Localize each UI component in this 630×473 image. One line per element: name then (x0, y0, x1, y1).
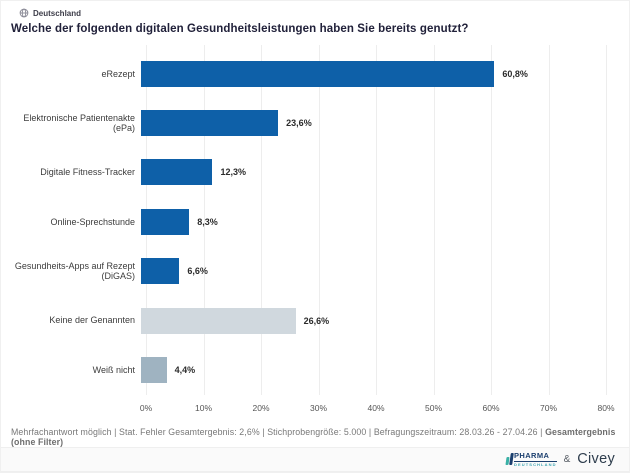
bar-track: 26,6% (141, 307, 606, 334)
x-axis-tick-label: 50% (424, 402, 443, 413)
chart-plot-area: eRezept 60,8% Elektronische Patientenakte … (11, 45, 607, 395)
bar-track: 8,3% (141, 208, 606, 235)
bar-value-label: 60,8% (502, 68, 528, 79)
globe-icon (19, 8, 29, 18)
x-axis-tick-label: 60% (482, 402, 500, 413)
bar-value-label: 23,6% (286, 118, 312, 129)
x-axis-tick-label: 30% (309, 402, 328, 413)
bar-row: Online-Sprechstunde 8,3% (11, 197, 606, 246)
category-label: Digitale Fitness-Tracker (40, 167, 135, 178)
bar-row: Elektronische Patientenakte (ePa) 23,6% (11, 98, 606, 147)
bar[interactable]: 12,3% (141, 159, 246, 186)
question-title: Welche der folgenden digitalen Gesundhei… (11, 23, 469, 35)
pharma-logo-name: PHARMA (514, 452, 557, 462)
bar-value-label: 8,3% (197, 216, 218, 227)
pharma-logo-subtitle: DEUTSCHLAND (514, 461, 557, 467)
gridline (261, 45, 262, 395)
gridline (203, 45, 205, 395)
civey-logo[interactable]: Civey (577, 451, 615, 468)
bar-value-label: 12,3% (220, 167, 247, 178)
x-axis-tick-label: 40% (367, 402, 385, 413)
gridline (318, 45, 320, 395)
category-label: eRezept (101, 68, 135, 79)
header: Deutschland Welche der folgenden digital… (1, 1, 629, 36)
x-axis-tick-label: 70% (539, 402, 558, 413)
bar-row: eRezept 60,8% (11, 49, 606, 98)
bar-row: Digitale Fitness-Tracker 12,3% (11, 148, 606, 197)
bar-row: Gesundheits-Apps auf Rezept (DiGAS) 6,6% (11, 247, 606, 296)
pharma-logo-icon (505, 453, 513, 466)
gridline (491, 45, 492, 395)
bar[interactable]: 8,3% (141, 208, 218, 235)
category-label: Elektronische Patientenakte (ePa) (23, 112, 135, 134)
gridline (548, 45, 550, 395)
methodology-note-bold: Gesamtergebnis (ohne Filter) (11, 426, 616, 447)
x-axis-tick-label: 10% (194, 402, 213, 413)
bar-value-label: 26,6% (303, 315, 330, 326)
x-axis-tick-label: 80% (597, 402, 615, 413)
pharma-deutschland-logo[interactable]: PHARMA DEUTSCHLAND (505, 452, 557, 467)
brand-strip: PHARMA DEUTSCHLAND & Civey (1, 446, 629, 472)
methodology-note-text: Mehrfachantwort möglich | Stat. Fehler G… (11, 426, 546, 437)
category-label: Gesundheits-Apps auf Rezept (DiGAS) (14, 260, 135, 282)
bar[interactable]: 26,6% (141, 307, 329, 334)
logo-separator: & (563, 453, 571, 465)
gridline (606, 45, 607, 395)
bar-track: 4,4% (141, 357, 606, 384)
bar[interactable]: 60,8% (141, 60, 528, 87)
bar-row: Keine der Genannten 26,6% (11, 296, 606, 345)
bar-row: Weiß nicht 4,4% (11, 345, 606, 394)
bar[interactable]: 23,6% (141, 110, 312, 137)
x-axis: 0% 10% 20% 30% 40% 50% 60% 70% 80% (140, 401, 615, 419)
bar-track: 23,6% (141, 110, 606, 137)
methodology-note: Mehrfachantwort möglich | Stat. Fehler G… (1, 419, 629, 447)
bar-value-label: 6,6% (187, 266, 208, 277)
category-label: Keine der Genannten (49, 315, 135, 326)
gridline (433, 45, 435, 395)
x-axis-tick-label: 0% (139, 402, 153, 413)
bar-track: 6,6% (141, 258, 606, 285)
bar-track: 60,8% (141, 60, 606, 87)
gridline (376, 45, 377, 395)
bar[interactable]: 6,6% (141, 258, 208, 285)
x-axis-tick-label: 20% (252, 402, 270, 413)
category-label: Weiß nicht (92, 364, 135, 375)
region-label: Deutschland (33, 8, 82, 18)
bar-value-label: 4,4% (174, 365, 196, 376)
bar-chart: eRezept 60,8% Elektronische Patientenakte … (1, 35, 629, 419)
category-label: Online-Sprechstunde (50, 216, 135, 227)
bar[interactable]: 4,4% (141, 357, 195, 384)
bar-track: 12,3% (141, 159, 606, 186)
region-row: Deutschland (11, 8, 619, 18)
